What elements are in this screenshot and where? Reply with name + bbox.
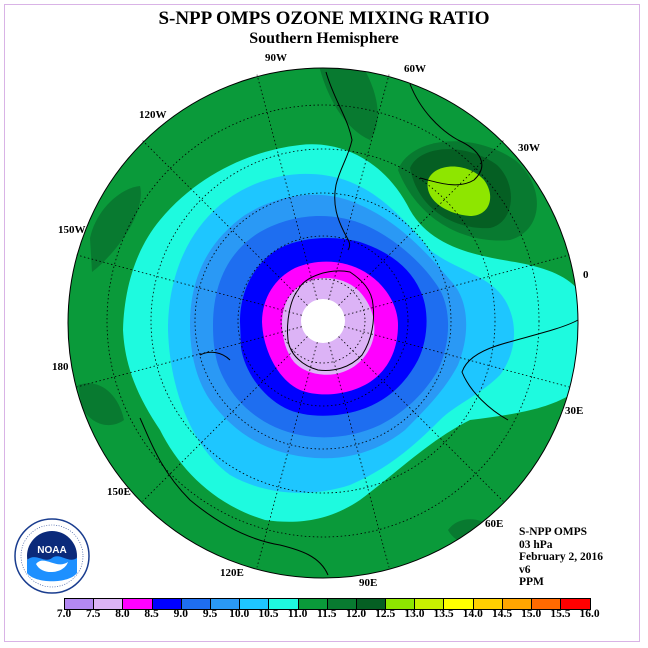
colorbar-tick-label: 11.0	[287, 608, 308, 620]
noaa-logo-text: NOAA	[37, 545, 66, 556]
colorbar-tick-label: 16.0	[579, 608, 600, 620]
noaa-logo: NOAA	[14, 518, 90, 594]
lon-label-60w: 60W	[404, 63, 426, 75]
meridian-line	[344, 326, 570, 388]
meridian-line	[344, 254, 570, 316]
colorbar-swatch	[298, 599, 328, 609]
colorbar-swatch	[532, 599, 562, 609]
colorbar-tick-label: 14.0	[462, 608, 483, 620]
meridian-line	[338, 336, 504, 502]
meridian-line	[338, 140, 504, 306]
units-label: PPM	[519, 576, 544, 588]
lon-label-60e: 60E	[485, 518, 503, 530]
colorbar-tick-label: 10.0	[229, 608, 250, 620]
colorbar-swatch	[444, 599, 474, 609]
lon-label-0: 0	[583, 269, 589, 281]
colorbar-tick-label: 13.0	[404, 608, 425, 620]
lon-label-30w: 30W	[518, 142, 540, 154]
colorbar-tick-label: 9.5	[202, 608, 218, 620]
colorbar-swatch	[473, 599, 503, 609]
meridian-lines	[76, 74, 570, 568]
band-11-5-patch-bottomleft	[78, 383, 124, 426]
band-11-5-patch-left	[90, 186, 141, 272]
version-label: v6	[519, 563, 531, 576]
latitude-circle-60s	[194, 192, 452, 450]
colorbar-swatch	[123, 599, 153, 609]
colorbar-tick-label: 11.5	[317, 608, 337, 620]
coastline-antarctica	[287, 270, 375, 371]
colorbar-swatch	[94, 599, 124, 609]
coastline-south-america	[325, 71, 353, 251]
meridian-line	[256, 342, 318, 568]
colorbar-swatch	[269, 599, 299, 609]
colorbar-swatch	[240, 599, 270, 609]
colorbar-swatch	[327, 599, 357, 609]
colorbar-tick-label: 8.5	[144, 608, 159, 620]
colorbar-swatch	[181, 599, 211, 609]
lon-label-120e: 120E	[220, 567, 244, 579]
date-label: February 2, 2016	[519, 551, 604, 563]
colorbar-swatch	[356, 599, 387, 609]
coastline-africa	[461, 319, 579, 421]
colorbar-swatch	[65, 599, 95, 609]
lon-label-150w: 150W	[58, 224, 86, 236]
longitude-labels: 90W 60W 30W 0 30E 60E 90E 120E 150E 180 …	[52, 52, 589, 589]
colorbar-tick-label: 13.5	[433, 608, 454, 620]
lon-label-90e: 90E	[359, 577, 377, 589]
meridian-line	[76, 254, 302, 316]
coastline-south-america-east	[409, 83, 483, 186]
lon-label-120w: 120W	[139, 109, 167, 121]
lon-label-90w: 90W	[265, 52, 287, 64]
latitude-circle-40s	[106, 104, 540, 538]
lon-label-180: 180	[52, 361, 69, 373]
map-title: S-NPP OMPS OZONE MIXING RATIO	[158, 8, 490, 29]
colorbar-swatch	[502, 599, 532, 609]
pressure-level: 03 hPa	[519, 538, 553, 551]
meridian-line	[76, 326, 302, 388]
lon-label-30e: 30E	[565, 405, 583, 417]
graticule	[76, 74, 570, 568]
colorbar-tick-label: 14.5	[491, 608, 513, 620]
figure-frame	[4, 4, 640, 642]
coastlines	[139, 71, 579, 576]
band-11-5-patch-top	[318, 68, 378, 140]
colorbar-tick-label: 15.0	[521, 608, 542, 620]
colorbar	[64, 598, 592, 610]
colorbar-swatch	[415, 599, 445, 609]
meridian-line	[256, 74, 318, 300]
coastline-australia	[139, 417, 329, 576]
colorbar-tick-label: 15.5	[550, 608, 571, 620]
meridian-line	[328, 74, 390, 300]
colorbar-tick-label: 12.5	[375, 608, 396, 620]
colorbar-tick-label: 8.0	[115, 608, 130, 620]
colorbar-swatch	[561, 599, 591, 609]
colorbar-tick-label: 7.5	[86, 608, 101, 620]
colorbar-tick-label: 12.0	[345, 608, 367, 620]
colorbar-tick-label: 7.0	[56, 608, 72, 620]
latitude-circle-80s	[280, 278, 366, 364]
meridian-line	[142, 336, 308, 502]
colorbar-swatch	[386, 599, 416, 609]
colorbar-swatch	[210, 599, 241, 609]
map-subtitle: Southern Hemisphere	[249, 30, 399, 47]
lon-label-150e: 150E	[107, 486, 131, 498]
latitude-circle-70s	[237, 235, 409, 407]
instrument-label: S-NPP OMPS	[519, 526, 588, 538]
map-border	[67, 67, 579, 579]
colorbar-tick-label: 9.0	[173, 608, 188, 620]
colorbar-ticks: 7.0 7.5 8.0 8.5 9.0 9.5 10.0 10.5 11.0 11.5 12.0 12…	[52, 608, 612, 622]
latitude-circle-50s	[150, 148, 496, 494]
colorbar-tick-label: 10.5	[258, 608, 279, 620]
coastline-nz	[199, 351, 231, 361]
meridian-line	[328, 342, 390, 568]
colorbar-swatch	[152, 599, 182, 609]
map-info-block: S-NPP OMPS 03 hPa February 2, 2016 v6 PP…	[519, 526, 603, 589]
polar-cap-nodata	[301, 299, 345, 343]
meridian-line	[142, 140, 308, 306]
